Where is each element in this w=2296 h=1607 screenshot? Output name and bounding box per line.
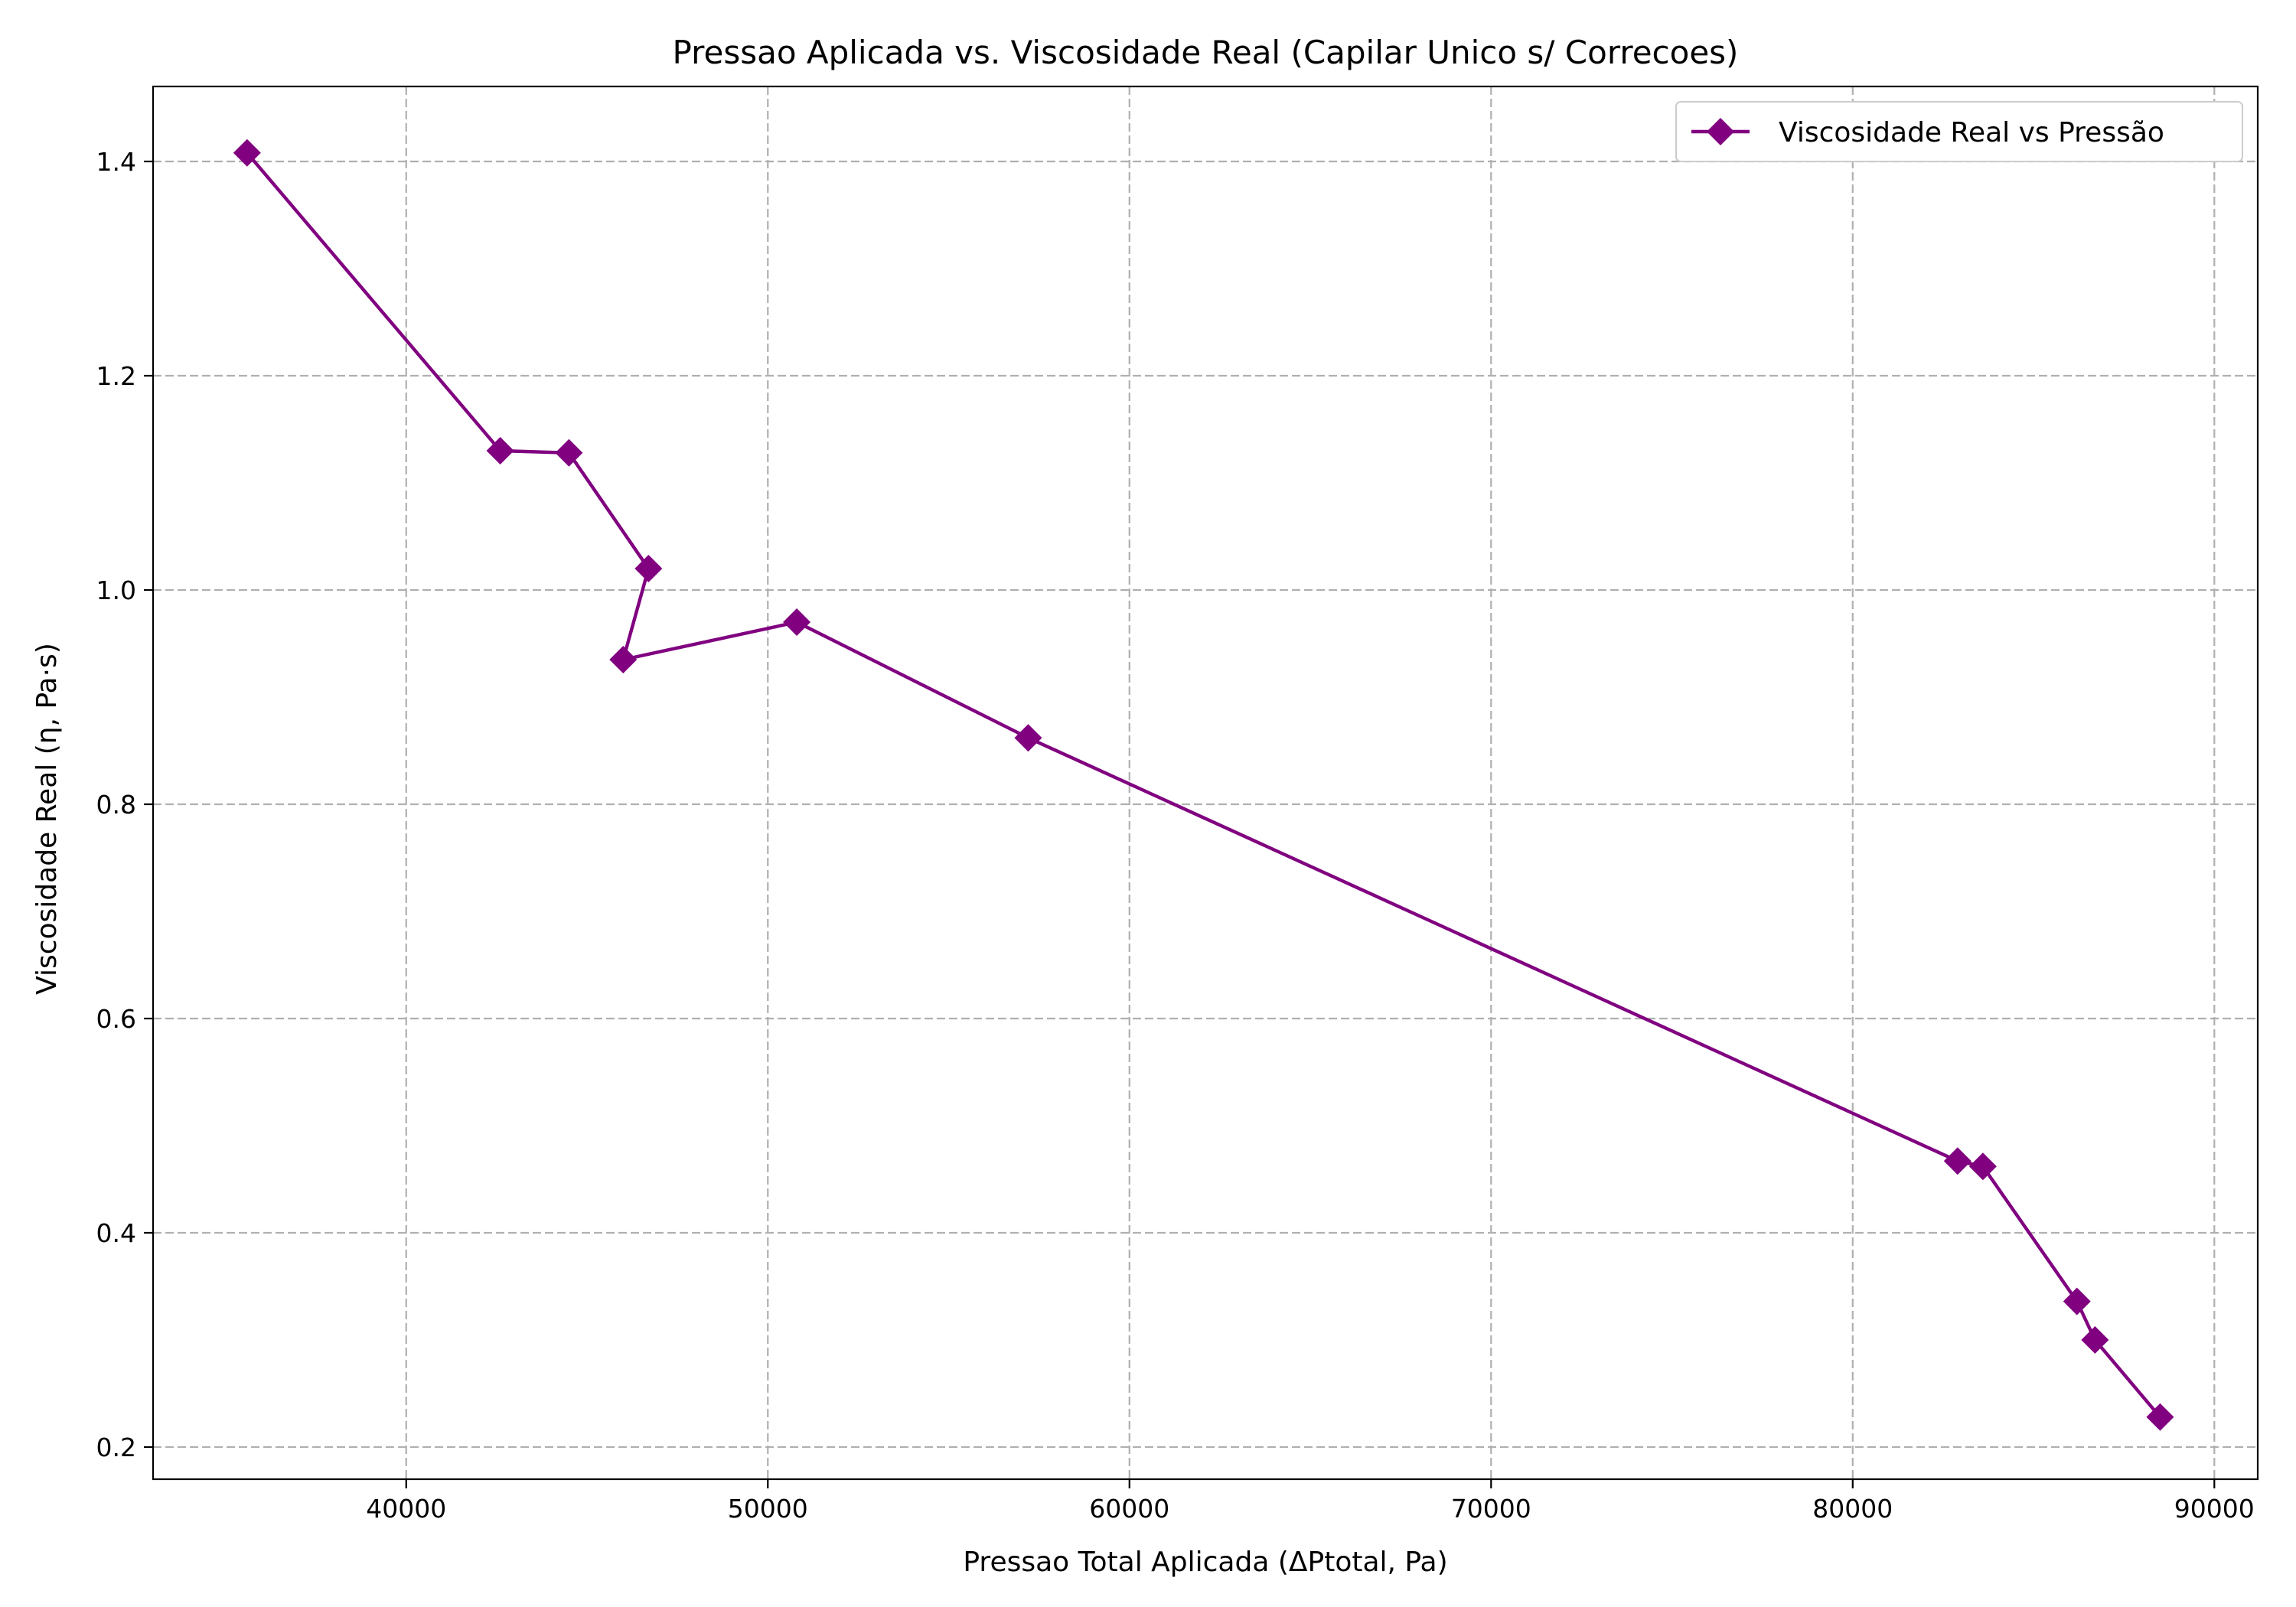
x-tick-label: 60000 <box>1089 1494 1169 1524</box>
series-layer <box>233 139 2174 1431</box>
x-tick-label: 50000 <box>728 1494 808 1524</box>
data-point-marker <box>609 646 638 673</box>
series-line <box>246 152 2162 1419</box>
chart-title: Pressao Aplicada vs. Viscosidade Real (C… <box>673 34 1739 71</box>
data-point-marker <box>783 608 811 636</box>
plot-frame <box>152 85 2259 1481</box>
data-point-marker <box>1943 1147 1971 1175</box>
data-point-marker <box>486 437 514 464</box>
legend: Viscosidade Real vs Pressão <box>1675 101 2243 162</box>
legend-entry-label: Viscosidade Real vs Pressão <box>1779 117 2164 148</box>
data-point-marker <box>634 555 663 582</box>
tick-layer: 40000 50000 60000 70000 80000 90000 0.2 0.4 0.6 0… <box>96 147 2255 1524</box>
x-axis-label: Pressao Total Aplicada (ΔPtotal, Pa) <box>963 1547 1447 1578</box>
x-tick-label: 90000 <box>2174 1494 2255 1524</box>
x-tick-label: 80000 <box>1812 1494 1893 1524</box>
y-tick-label: 0.4 <box>96 1218 136 1248</box>
y-tick-label: 1.2 <box>96 361 136 391</box>
y-tick-label: 0.2 <box>96 1433 136 1462</box>
data-point-marker <box>2081 1326 2109 1354</box>
x-tick-label: 70000 <box>1451 1494 1531 1524</box>
data-point-marker <box>555 438 583 467</box>
x-tick-label: 40000 <box>366 1494 446 1524</box>
data-point-marker <box>1968 1152 1997 1181</box>
data-point-marker <box>1014 724 1042 752</box>
y-axis-label: Viscosidade Real (η, Pa·s) <box>31 643 63 995</box>
legend-marker-swatch <box>1707 118 1734 145</box>
data-point-marker <box>233 139 261 167</box>
y-tick-label: 1.0 <box>96 575 136 605</box>
y-tick-label: 1.4 <box>96 147 136 177</box>
y-tick-label: 0.6 <box>96 1004 136 1034</box>
y-tick-label: 0.8 <box>96 790 136 820</box>
grid-layer <box>153 86 2258 1479</box>
data-point-marker <box>2146 1403 2174 1431</box>
data-point-marker <box>2063 1287 2091 1315</box>
legend-box <box>1675 101 2243 162</box>
